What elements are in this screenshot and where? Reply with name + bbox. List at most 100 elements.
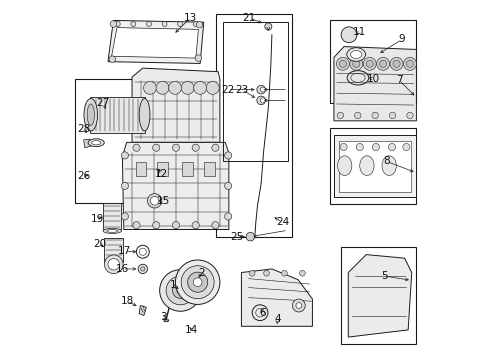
Circle shape [194,278,202,287]
Polygon shape [139,306,147,316]
Text: 22: 22 [221,85,234,95]
Circle shape [194,22,198,27]
Circle shape [355,112,361,119]
Circle shape [144,81,156,94]
Ellipse shape [103,228,122,233]
Circle shape [138,264,147,274]
Polygon shape [108,21,204,63]
Bar [223,22,288,161]
Circle shape [389,143,395,150]
Circle shape [195,55,201,61]
Text: 4: 4 [274,314,281,324]
Text: 25: 25 [230,232,244,242]
Text: 6: 6 [259,308,266,318]
Circle shape [377,57,390,70]
Circle shape [265,23,272,30]
Circle shape [224,152,232,159]
Circle shape [403,143,410,150]
Circle shape [141,267,145,271]
Text: 2: 2 [198,267,204,278]
Circle shape [224,182,232,189]
Ellipse shape [92,140,100,145]
Text: 7: 7 [396,75,402,85]
Text: 20: 20 [93,239,106,249]
Circle shape [192,222,199,229]
Circle shape [192,144,199,151]
Circle shape [108,258,120,270]
Circle shape [339,60,346,67]
Circle shape [104,255,123,274]
Text: 14: 14 [185,325,198,335]
Bar [330,21,416,103]
Circle shape [390,57,403,70]
Circle shape [172,283,188,298]
Text: 5: 5 [382,271,388,281]
Text: 17: 17 [118,246,131,256]
Polygon shape [112,28,198,58]
Circle shape [366,60,373,67]
Text: 9: 9 [399,35,405,44]
Circle shape [153,144,160,151]
Circle shape [264,270,270,276]
Bar [182,162,193,176]
Circle shape [160,270,201,311]
Text: 28: 28 [78,124,91,134]
Circle shape [147,22,151,27]
Circle shape [337,57,349,70]
Circle shape [212,222,219,229]
Polygon shape [132,68,220,142]
Text: 3: 3 [160,312,167,322]
Ellipse shape [338,156,352,176]
Circle shape [166,276,195,305]
Circle shape [353,60,360,67]
Circle shape [407,112,413,119]
Polygon shape [348,255,412,337]
Bar [341,247,416,344]
Circle shape [196,22,203,28]
Circle shape [299,270,305,276]
Bar [136,162,147,176]
Ellipse shape [350,50,362,58]
Circle shape [340,143,347,150]
Circle shape [110,21,117,27]
Text: 8: 8 [383,156,390,166]
Text: 11: 11 [352,27,366,37]
Circle shape [153,222,160,229]
Text: 18: 18 [121,296,134,306]
Polygon shape [242,269,313,326]
Polygon shape [122,142,229,229]
Circle shape [172,144,179,151]
Circle shape [363,57,376,70]
Bar [339,140,412,192]
Circle shape [181,81,194,94]
Circle shape [162,22,167,27]
Text: 1: 1 [170,280,176,290]
Circle shape [249,270,255,276]
Bar [330,128,416,204]
Text: 16: 16 [116,264,129,274]
Circle shape [150,197,159,205]
Bar [103,203,122,229]
Circle shape [341,27,357,42]
Circle shape [393,60,400,67]
Bar [334,135,416,197]
Ellipse shape [107,229,118,232]
Bar [216,14,292,237]
Text: 23: 23 [236,85,249,95]
Circle shape [296,303,302,309]
Polygon shape [164,320,169,321]
Circle shape [246,232,255,241]
Circle shape [260,87,266,92]
Circle shape [224,213,232,220]
Text: 15: 15 [157,196,170,206]
Ellipse shape [382,156,396,176]
Circle shape [356,143,364,150]
Circle shape [122,152,128,159]
Text: 10: 10 [367,74,380,84]
Circle shape [133,144,140,151]
Circle shape [177,287,184,294]
Circle shape [206,81,219,94]
Text: 24: 24 [276,217,289,227]
Bar [104,238,123,262]
Text: 26: 26 [78,171,91,181]
